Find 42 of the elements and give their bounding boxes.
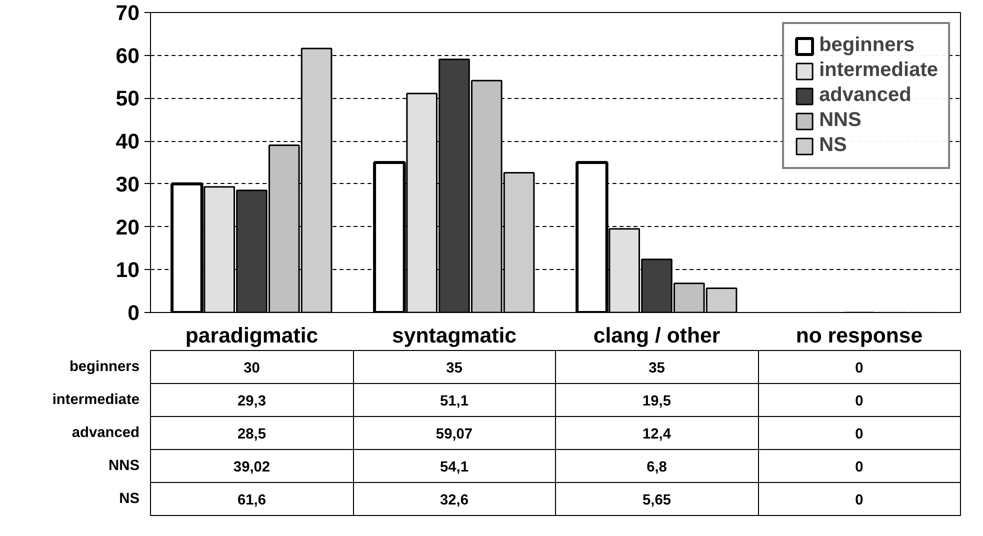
x-tick-label: no response — [796, 324, 923, 348]
data-label: 19,5 — [642, 394, 672, 410]
x-tick-label: clang / other — [593, 324, 720, 348]
y-tick-label: 40 — [116, 130, 140, 154]
legend-label: beginners — [819, 34, 915, 57]
legend-label: intermediate — [819, 59, 938, 82]
x-tick-label: syntagmatic — [392, 324, 517, 348]
data-label: 35 — [446, 360, 462, 376]
data-label: 0 — [855, 492, 864, 508]
data-label: 29,3 — [237, 394, 266, 410]
data-label: 0 — [855, 360, 864, 376]
data-label: 0 — [855, 426, 864, 442]
y-tick-label: 10 — [116, 258, 140, 282]
text: NNS — [108, 458, 140, 474]
data-label: 0 — [855, 460, 864, 476]
data-label: 39,02 — [233, 460, 270, 476]
x-tick-label: paradigmatic — [185, 324, 318, 348]
legend-label: NNS — [819, 109, 862, 132]
data-label: 5,65 — [642, 492, 672, 508]
text: NS — [119, 491, 140, 507]
data-label: 54,1 — [440, 460, 469, 476]
y-tick-label: 60 — [116, 44, 140, 68]
data-label: 30 — [244, 360, 260, 376]
text: beginners — [69, 359, 140, 375]
data-label: 32,6 — [440, 492, 469, 508]
text: advanced — [72, 425, 140, 441]
data-label: 6,8 — [646, 460, 667, 476]
data-label: 51,1 — [440, 394, 469, 410]
data-label: 35 — [648, 360, 665, 376]
data-label: 12,4 — [642, 426, 672, 442]
y-tick-label: 30 — [116, 172, 140, 196]
data-label: 59,07 — [436, 426, 473, 442]
data-label: 61,6 — [237, 492, 266, 508]
legend-label: NS — [819, 134, 847, 157]
data-label: 28,5 — [237, 426, 266, 442]
legend-label: advanced — [819, 84, 912, 107]
y-tick-label: 50 — [116, 86, 140, 111]
text: intermediate — [52, 392, 140, 408]
y-tick-label: 20 — [116, 215, 140, 240]
data-label: 0 — [855, 394, 864, 410]
y-tick-label: 70 — [116, 1, 140, 25]
y-tick-label: 0 — [128, 301, 140, 325]
